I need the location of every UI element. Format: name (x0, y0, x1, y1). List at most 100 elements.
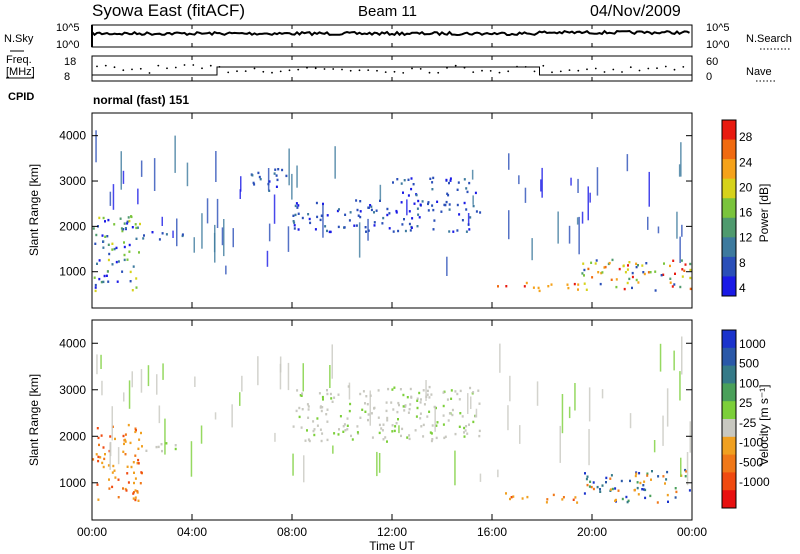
echo-cell (430, 432, 433, 435)
echo-cell (392, 181, 394, 184)
echo-cell (590, 485, 593, 489)
echo-cell (133, 471, 135, 474)
echo-streak (479, 473, 482, 482)
time-axis: 00:00 04:00 08:00 12:00 16:00 20:00 00:00 (77, 25, 707, 539)
echo-streak (109, 441, 112, 457)
echo-cell (525, 281, 528, 285)
nave-dot (647, 67, 650, 70)
echo-cell (365, 395, 368, 398)
echo-cell (379, 199, 381, 202)
echo-cell (403, 179, 406, 182)
echo-streak (369, 390, 371, 426)
echo-cell (128, 250, 131, 253)
echo-cell (512, 495, 515, 498)
echo-cell (100, 434, 103, 437)
echo-cell (609, 477, 612, 480)
echo-cell (300, 394, 303, 397)
echo-streak (193, 237, 195, 253)
echo-cell (402, 405, 405, 408)
echo-streak (268, 223, 271, 242)
echo-cell (158, 238, 161, 241)
x-tick-label: 12:00 (377, 525, 407, 539)
echo-cell (124, 438, 127, 442)
echo-cell (449, 179, 452, 182)
echo-streak (120, 151, 122, 190)
echo-cell (684, 475, 687, 478)
echo-cell (331, 400, 334, 403)
x-tick-label: 08:00 (277, 525, 307, 539)
echo-cell (409, 229, 412, 232)
echo-cell (628, 261, 631, 264)
colorbar-tick-label: 24 (739, 155, 753, 169)
velocity-frame (91, 319, 693, 521)
echo-cell (629, 479, 631, 483)
colorbar-tick-label: 20 (739, 180, 753, 194)
cpid-label: CPID (8, 91, 34, 103)
echo-cell (407, 411, 410, 414)
echo-streak (647, 216, 649, 230)
nave-dot (516, 65, 518, 68)
echo-cell (367, 206, 370, 209)
echo-cell (450, 397, 453, 400)
echo-cell (122, 434, 125, 438)
echo-cell (642, 484, 645, 487)
echo-cell (444, 435, 447, 438)
echo-streak (531, 238, 533, 261)
freq-panel: Freq. [MHz] 18 8 60 0 Nave (6, 54, 776, 83)
echo-streak (681, 336, 683, 375)
echo-cell (562, 496, 565, 499)
echo-cell (468, 423, 470, 426)
echo-cell (585, 288, 588, 291)
noise-left-tick-bottom: 10^0 (56, 39, 80, 51)
echo-cell (117, 260, 120, 263)
echo-cell (663, 262, 665, 265)
freq-left-tick-top: 18 (64, 56, 76, 68)
echo-cell (409, 387, 412, 391)
colorbar-tick-label: -100 (739, 436, 763, 450)
echo-cell (466, 432, 469, 435)
power-frame (91, 112, 693, 309)
echo-cell (458, 213, 461, 216)
echo-cell (296, 389, 299, 392)
echo-cell (132, 265, 135, 268)
colorbar-tick-label: -1000 (739, 475, 770, 489)
echo-cell (680, 259, 683, 262)
echo-cell (635, 265, 638, 269)
echo-cell (667, 500, 669, 503)
echo-cell (142, 237, 145, 240)
echo-streak (348, 382, 351, 400)
echo-cell (610, 474, 613, 477)
echo-cell (577, 283, 580, 286)
echo-cell (124, 433, 127, 436)
echo-cell (106, 270, 109, 273)
echo-cell (161, 449, 163, 453)
echo-cell (465, 230, 468, 233)
echo-cell (104, 235, 107, 238)
echo-cell (454, 432, 457, 436)
echo-cell (401, 427, 404, 431)
freq-right-label: Nave (746, 66, 772, 78)
echo-cell (591, 276, 594, 279)
echo-cell (96, 483, 99, 486)
echo-cell (126, 258, 129, 261)
echo-cell (135, 237, 138, 240)
echo-cell (132, 492, 135, 495)
nave-dot (288, 69, 291, 72)
echo-streak (626, 154, 629, 172)
echo-streak (232, 228, 234, 248)
echo-cell (433, 219, 436, 222)
echo-cell (380, 427, 383, 430)
echo-cell (102, 240, 105, 243)
echo-cell (306, 403, 309, 406)
echo-cell (369, 204, 372, 207)
echo-streak (467, 393, 469, 414)
echo-cell (339, 415, 342, 418)
beam-title: Beam 11 (358, 3, 417, 20)
colorbar-frame (721, 329, 737, 509)
echo-cell (634, 474, 637, 478)
echo-cell (660, 274, 663, 277)
echo-cell (115, 246, 118, 250)
echo-cell (391, 388, 394, 391)
echo-cell (298, 406, 301, 410)
echo-streak (322, 204, 324, 238)
